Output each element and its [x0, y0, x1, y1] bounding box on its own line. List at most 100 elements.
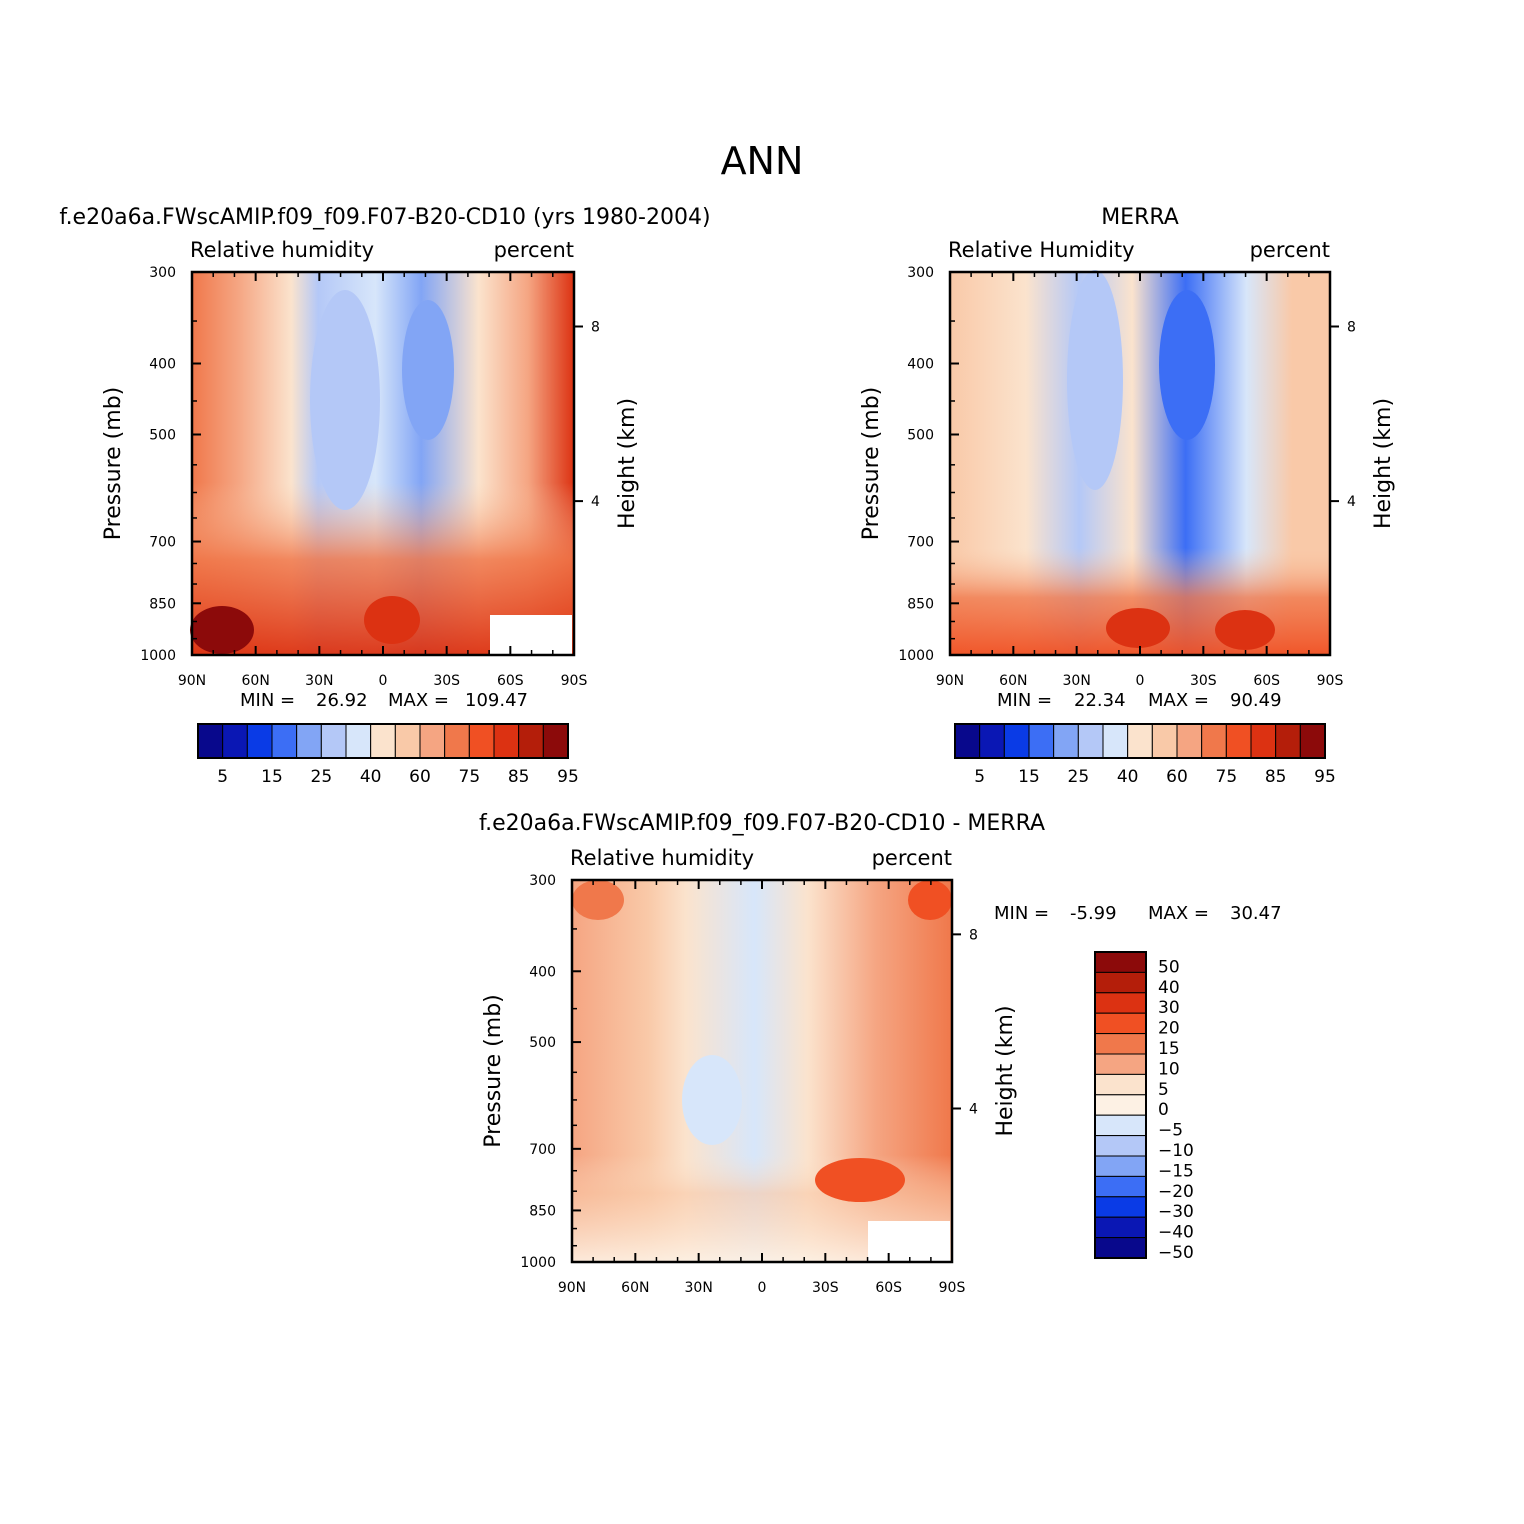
units-label: percent	[872, 846, 952, 870]
colorbar-box	[345, 723, 372, 759]
x-tick-label: 30S	[433, 673, 460, 689]
colorbar-box	[1250, 723, 1277, 759]
colorbar-box	[370, 723, 396, 759]
colorbar-box	[246, 723, 273, 759]
colorbar-label: 25	[1068, 767, 1090, 787]
colorbar-label: 0	[1158, 1100, 1169, 1120]
contour-negative-band	[682, 1055, 742, 1145]
y-right-tick-label: 4	[591, 494, 600, 510]
variable-label: Relative humidity	[190, 238, 374, 262]
contour-moist-surface-center	[1106, 608, 1170, 648]
x-tick-label: 90N	[178, 673, 206, 689]
min-value: 26.92	[316, 690, 368, 711]
max-value: 30.47	[1230, 903, 1282, 924]
colorbar-frame	[1094, 951, 1147, 1259]
colorbar-box	[1094, 1053, 1147, 1075]
contour-dry-band-left	[310, 290, 380, 510]
y-tick-label: 500	[529, 1035, 556, 1051]
x-tick-label: 60N	[242, 673, 270, 689]
colorbar-label: −30	[1158, 1202, 1194, 1222]
panel-title: f.e20a6a.FWscAMIP.f09_f09.F07-B20-CD10 (…	[59, 205, 710, 230]
panel-model: f.e20a6a.FWscAMIP.f09_f09.F07-B20-CD10 (…	[59, 205, 710, 787]
max-label: MAX =	[1148, 690, 1209, 711]
x-tick-label: 60N	[621, 1280, 649, 1296]
y-right-tick-label: 8	[1347, 319, 1356, 335]
min-label: MIN =	[997, 690, 1052, 711]
colorbar-label: 85	[1265, 767, 1287, 787]
x-tick-label: 60S	[497, 673, 524, 689]
contour-dry-band-left	[1067, 270, 1123, 490]
max-label: MAX =	[1148, 903, 1209, 924]
colorbar-label: 50	[1158, 957, 1180, 977]
colorbar-label: 5	[974, 767, 985, 787]
colorbar-box	[1094, 1012, 1147, 1035]
colorbar-box	[1094, 1114, 1147, 1137]
colorbar-box	[394, 723, 421, 759]
colorbar-box	[1275, 723, 1301, 759]
min-value: 22.34	[1074, 690, 1126, 711]
colorbar-box	[444, 723, 470, 759]
x-tick-label: 60N	[999, 673, 1027, 689]
colorbar-box	[1094, 1155, 1147, 1177]
colorbar-label: 40	[360, 767, 382, 787]
colorbar-box	[197, 723, 224, 759]
colorbar-box	[1127, 723, 1153, 759]
colorbar-label: −10	[1158, 1141, 1194, 1161]
colorbar-frame	[954, 723, 1326, 759]
x-tick-label: 90S	[939, 1280, 966, 1296]
y-axis-title: Pressure (mb)	[859, 387, 884, 541]
colorbar-label: 5	[217, 767, 228, 787]
max-label: MAX =	[388, 690, 449, 711]
colorbar-label: 60	[1166, 767, 1188, 787]
y-right-axis-title: Height (km)	[1371, 398, 1396, 529]
x-tick-label: 0	[379, 673, 388, 689]
colorbar-box	[1299, 723, 1326, 759]
y-right-axis-title: Height (km)	[615, 398, 640, 529]
contour-field-lower	[192, 272, 574, 655]
y-right-tick-label: 4	[969, 1102, 978, 1118]
colorbar-label: 10	[1158, 1059, 1180, 1079]
colorbar-frame	[197, 723, 569, 759]
y-axis-title: Pressure (mb)	[101, 387, 126, 541]
units-label: percent	[494, 238, 574, 262]
contour-moist-surface-center	[364, 596, 420, 644]
colorbar-box	[1003, 723, 1030, 759]
colorbar-box	[1094, 1094, 1147, 1116]
y-tick-label: 400	[529, 964, 556, 980]
contour-dry-core-right	[402, 300, 454, 440]
panel-title: f.e20a6a.FWscAMIP.f09_f09.F07-B20-CD10 -…	[479, 811, 1045, 836]
y-right-axis-title: Height (km)	[993, 1005, 1018, 1136]
y-right-tick-label: 4	[1347, 494, 1356, 510]
contour-positive-top-right	[908, 880, 952, 920]
colorbar-label: −20	[1158, 1182, 1194, 1202]
colorbar-box	[271, 723, 298, 759]
x-tick-label: 30N	[1063, 673, 1091, 689]
colorbar-label: 95	[1314, 767, 1336, 787]
colorbar-box	[1102, 723, 1129, 759]
y-tick-label: 700	[529, 1142, 556, 1158]
colorbar-box	[1094, 951, 1147, 973]
contour-positive-lower-right	[815, 1158, 905, 1202]
colorbar-label: −5	[1158, 1121, 1183, 1141]
x-tick-label: 0	[758, 1280, 767, 1296]
min-label: MIN =	[240, 690, 295, 711]
colorbar-label: 40	[1117, 767, 1139, 787]
max-value: 109.47	[465, 690, 528, 711]
min-label: MIN =	[994, 903, 1049, 924]
y-tick-label: 300	[529, 873, 556, 889]
colorbar-label: 75	[459, 767, 481, 787]
colorbar-box	[1094, 1216, 1147, 1239]
y-right-tick-label: 8	[591, 319, 600, 335]
missing-data-mask	[490, 615, 572, 654]
contour-moist-surface-right	[1215, 610, 1275, 650]
colorbar-box	[1094, 1073, 1147, 1096]
colorbar-box	[1094, 1175, 1147, 1198]
y-tick-label: 500	[149, 428, 176, 444]
variable-label: Relative humidity	[570, 846, 754, 870]
x-tick-label: 30N	[685, 1280, 713, 1296]
panel-difference: f.e20a6a.FWscAMIP.f09_f09.F07-B20-CD10 -…	[479, 811, 1282, 1296]
colorbar-box	[1094, 1237, 1147, 1259]
y-right-tick-label: 8	[969, 927, 978, 943]
units-label: percent	[1250, 238, 1330, 262]
